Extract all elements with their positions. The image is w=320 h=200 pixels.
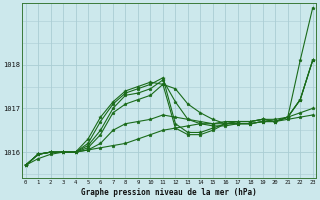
X-axis label: Graphe pression niveau de la mer (hPa): Graphe pression niveau de la mer (hPa) [81, 188, 257, 197]
